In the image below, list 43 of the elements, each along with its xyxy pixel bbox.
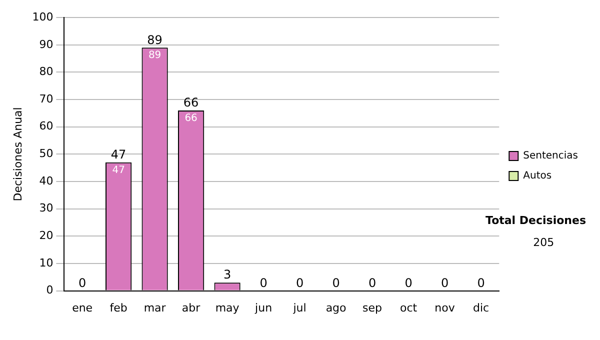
y-tick-label: 20	[39, 229, 54, 242]
x-tick-label: mar	[144, 301, 166, 314]
total-label: 0	[260, 276, 268, 290]
x-tick-label: feb	[110, 301, 128, 314]
total-label: 0	[404, 276, 412, 290]
total-label: 0	[477, 276, 485, 290]
y-tick-label: 40	[39, 174, 54, 188]
text: 205	[533, 236, 554, 249]
y-tick-label: 50	[39, 147, 54, 160]
x-tick-label: nov	[434, 301, 456, 314]
x-tick-label: sep	[362, 301, 382, 314]
y-axis-title: Decisiones Anual	[11, 107, 24, 202]
legend-label: Sentencias	[523, 150, 578, 162]
y-tick-label: 100	[32, 10, 54, 24]
data-label: 47	[112, 164, 125, 176]
y-tick-label: 10	[39, 256, 54, 270]
x-tick-label: abr	[182, 301, 201, 314]
total-label: 89	[147, 32, 162, 47]
x-tick-label: ago	[326, 301, 347, 314]
total-label: 0	[440, 276, 449, 290]
x-tick-label: may	[215, 301, 240, 314]
total-label: 47	[110, 148, 126, 162]
y-tick-label: 30	[39, 202, 54, 215]
x-tick-label: dic	[472, 301, 490, 314]
total-label: 66	[183, 96, 199, 110]
annotation: Total Decisiones	[486, 214, 586, 227]
y-tick-label: 90	[39, 38, 54, 51]
x-tick-label: jun	[254, 301, 272, 314]
y-tick-label: 70	[39, 92, 54, 106]
total-label: 0	[332, 276, 340, 290]
total-label: 3	[223, 268, 232, 282]
y-tick-label: 80	[39, 65, 54, 78]
y-tick-label: 0	[46, 284, 54, 297]
data-label: 89	[148, 50, 162, 62]
y-tick-label: 60	[39, 120, 54, 133]
x-tick-label: oct	[400, 301, 418, 314]
data-label: 66	[184, 113, 198, 124]
total-label: 0	[78, 276, 86, 290]
legend-label: Autos	[523, 170, 552, 182]
x-tick-label: jul	[292, 301, 306, 314]
total-label: 0	[368, 276, 376, 290]
total-label: 0	[296, 276, 304, 290]
x-tick-label: ene	[72, 301, 93, 314]
